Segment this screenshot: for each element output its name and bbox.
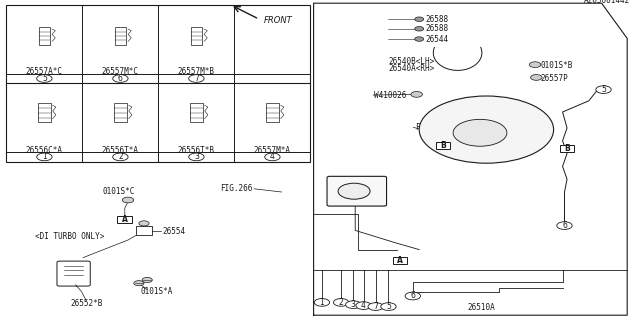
Circle shape xyxy=(189,153,204,161)
Circle shape xyxy=(142,277,152,283)
Text: FRONT: FRONT xyxy=(264,16,292,25)
Text: 26540A<RH>: 26540A<RH> xyxy=(388,64,435,73)
Text: 26588: 26588 xyxy=(426,15,449,24)
Circle shape xyxy=(557,222,572,229)
FancyBboxPatch shape xyxy=(393,257,407,264)
Circle shape xyxy=(596,86,611,93)
Circle shape xyxy=(368,303,383,310)
Circle shape xyxy=(415,37,424,41)
Text: 7: 7 xyxy=(373,302,378,311)
FancyBboxPatch shape xyxy=(117,216,132,223)
Text: 1: 1 xyxy=(319,298,324,307)
Circle shape xyxy=(36,153,52,161)
Text: 0101S*B: 0101S*B xyxy=(541,61,573,70)
Text: 4: 4 xyxy=(270,152,275,161)
Circle shape xyxy=(338,183,370,199)
Text: 1: 1 xyxy=(42,152,47,161)
Text: 5: 5 xyxy=(42,74,47,83)
Circle shape xyxy=(453,119,507,146)
Circle shape xyxy=(405,292,420,300)
Circle shape xyxy=(411,92,422,97)
Text: 6: 6 xyxy=(562,221,567,230)
Text: 26540B<LH>: 26540B<LH> xyxy=(388,57,435,66)
Circle shape xyxy=(415,27,424,31)
Text: 26556C*A: 26556C*A xyxy=(26,146,63,155)
Circle shape xyxy=(113,75,128,82)
Text: 0101S*C: 0101S*C xyxy=(102,188,134,196)
Circle shape xyxy=(529,62,541,68)
Text: A: A xyxy=(397,256,403,265)
Text: 6: 6 xyxy=(118,74,123,83)
Text: 26510A: 26510A xyxy=(467,303,495,312)
Text: 26557P: 26557P xyxy=(541,74,568,83)
Circle shape xyxy=(122,197,134,203)
Text: 4: 4 xyxy=(361,301,366,310)
Text: 26557M*C: 26557M*C xyxy=(102,68,139,76)
Circle shape xyxy=(381,303,396,310)
Circle shape xyxy=(531,75,542,80)
Circle shape xyxy=(346,301,361,308)
FancyBboxPatch shape xyxy=(436,142,450,149)
Text: 26557M*A: 26557M*A xyxy=(254,146,291,155)
Text: <DI TURBO ONLY>: <DI TURBO ONLY> xyxy=(35,232,104,241)
Text: B: B xyxy=(440,141,445,150)
Text: 26552*B: 26552*B xyxy=(70,300,102,308)
Text: 2: 2 xyxy=(339,298,344,307)
Text: A: A xyxy=(122,215,128,224)
Circle shape xyxy=(189,75,204,82)
Text: FIG.261: FIG.261 xyxy=(415,123,447,132)
Circle shape xyxy=(113,153,128,161)
Circle shape xyxy=(314,299,330,306)
Text: 7: 7 xyxy=(194,74,199,83)
Text: 26554: 26554 xyxy=(163,228,186,236)
Circle shape xyxy=(415,17,424,21)
Circle shape xyxy=(356,302,371,309)
Text: B: B xyxy=(564,144,570,153)
Text: 5: 5 xyxy=(386,302,391,311)
Text: 3: 3 xyxy=(351,300,356,309)
Circle shape xyxy=(36,75,52,82)
Text: 26588: 26588 xyxy=(426,24,449,33)
Text: A265001442: A265001442 xyxy=(584,0,630,5)
Text: 3: 3 xyxy=(194,152,199,161)
Circle shape xyxy=(333,299,349,306)
Text: 26557A*C: 26557A*C xyxy=(26,68,63,76)
Text: 26557M*B: 26557M*B xyxy=(178,68,215,76)
Circle shape xyxy=(419,96,554,163)
Text: 26544: 26544 xyxy=(426,35,449,44)
Text: 2: 2 xyxy=(118,152,123,161)
FancyBboxPatch shape xyxy=(327,176,387,206)
Text: FIG.266: FIG.266 xyxy=(220,184,253,193)
FancyBboxPatch shape xyxy=(560,145,574,152)
Text: 0101S*A: 0101S*A xyxy=(141,287,173,296)
Circle shape xyxy=(265,153,280,161)
Text: 26556T*B: 26556T*B xyxy=(178,146,215,155)
Circle shape xyxy=(134,281,144,286)
Text: W410026: W410026 xyxy=(374,92,407,100)
Text: 5: 5 xyxy=(601,85,606,94)
Circle shape xyxy=(139,221,149,226)
Text: 26556T*A: 26556T*A xyxy=(102,146,139,155)
Text: 6: 6 xyxy=(410,292,415,300)
Bar xyxy=(6,5,310,162)
